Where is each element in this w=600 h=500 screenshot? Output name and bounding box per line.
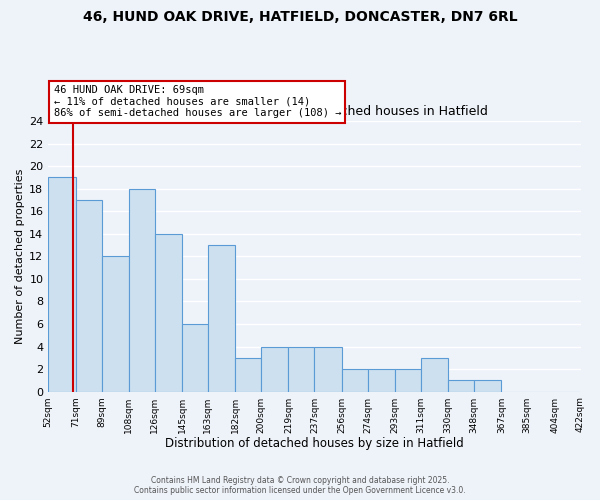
Bar bbox=[314, 346, 342, 392]
Bar bbox=[395, 369, 421, 392]
Bar bbox=[261, 346, 289, 392]
Bar bbox=[48, 178, 76, 392]
Bar bbox=[155, 234, 182, 392]
Bar bbox=[129, 188, 155, 392]
Bar bbox=[448, 380, 474, 392]
Y-axis label: Number of detached properties: Number of detached properties bbox=[15, 168, 25, 344]
Bar bbox=[101, 256, 129, 392]
X-axis label: Distribution of detached houses by size in Hatfield: Distribution of detached houses by size … bbox=[165, 437, 464, 450]
Title: Size of property relative to detached houses in Hatfield: Size of property relative to detached ho… bbox=[141, 106, 488, 118]
Text: 46, HUND OAK DRIVE, HATFIELD, DONCASTER, DN7 6RL: 46, HUND OAK DRIVE, HATFIELD, DONCASTER,… bbox=[83, 10, 517, 24]
Bar bbox=[368, 369, 395, 392]
Bar bbox=[76, 200, 101, 392]
Bar bbox=[289, 346, 314, 392]
Bar bbox=[208, 245, 235, 392]
Bar bbox=[235, 358, 261, 392]
Bar bbox=[182, 324, 208, 392]
Text: Contains HM Land Registry data © Crown copyright and database right 2025.
Contai: Contains HM Land Registry data © Crown c… bbox=[134, 476, 466, 495]
Bar bbox=[474, 380, 502, 392]
Bar bbox=[342, 369, 368, 392]
Text: 46 HUND OAK DRIVE: 69sqm
← 11% of detached houses are smaller (14)
86% of semi-d: 46 HUND OAK DRIVE: 69sqm ← 11% of detach… bbox=[53, 85, 341, 118]
Bar bbox=[421, 358, 448, 392]
